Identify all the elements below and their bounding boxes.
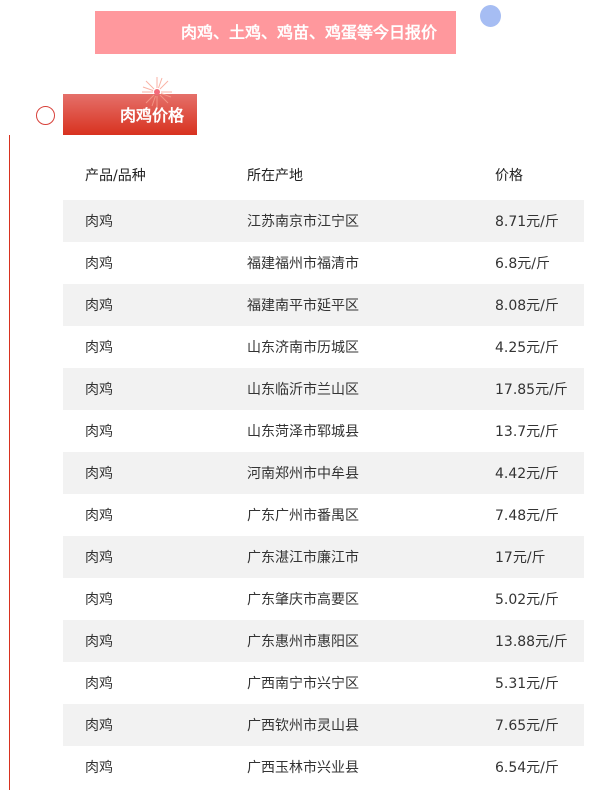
cell-origin: 广西玉林市兴业县 bbox=[247, 760, 359, 776]
table-row: 肉鸡 河南郑州市中牟县 4.42元/斤 bbox=[63, 452, 584, 494]
table-header: 产品/品种 所在产地 价格 bbox=[63, 158, 584, 194]
cell-product: 肉鸡 bbox=[85, 634, 113, 650]
firework-icon bbox=[142, 77, 172, 107]
price-table: 肉鸡 江苏南京市江宁区 8.71元/斤 肉鸡 福建福州市福清市 6.8元/斤 肉鸡 福建南平市… bbox=[63, 200, 584, 788]
cell-price: 5.31元/斤 bbox=[495, 676, 559, 692]
cell-product: 肉鸡 bbox=[85, 340, 113, 356]
cell-price: 7.65元/斤 bbox=[495, 718, 559, 734]
table-row: 肉鸡 广西钦州市灵山县 7.65元/斤 bbox=[63, 704, 584, 746]
table-row: 肉鸡 山东菏泽市郓城县 13.7元/斤 bbox=[63, 410, 584, 452]
cell-origin: 广西南宁市兴宁区 bbox=[247, 676, 359, 692]
cell-price: 8.71元/斤 bbox=[495, 214, 559, 230]
cell-price: 4.42元/斤 bbox=[495, 466, 559, 482]
section-ring-icon bbox=[36, 106, 55, 125]
section-label: 肉鸡价格 bbox=[63, 94, 197, 135]
table-row: 肉鸡 山东济南市历城区 4.25元/斤 bbox=[63, 326, 584, 368]
table-row: 肉鸡 广西南宁市兴宁区 5.31元/斤 bbox=[63, 662, 584, 704]
cell-origin: 山东临沂市兰山区 bbox=[247, 382, 359, 398]
header-origin: 所在产地 bbox=[247, 168, 303, 184]
cell-product: 肉鸡 bbox=[85, 298, 113, 314]
cell-product: 肉鸡 bbox=[85, 760, 113, 776]
table-row: 肉鸡 福建南平市延平区 8.08元/斤 bbox=[63, 284, 584, 326]
cell-origin: 广东惠州市惠阳区 bbox=[247, 634, 359, 650]
cell-origin: 福建南平市延平区 bbox=[247, 298, 359, 314]
cell-product: 肉鸡 bbox=[85, 718, 113, 734]
cell-origin: 福建福州市福清市 bbox=[247, 256, 359, 272]
table-row: 肉鸡 广东惠州市惠阳区 13.88元/斤 bbox=[63, 620, 584, 662]
cell-product: 肉鸡 bbox=[85, 256, 113, 272]
cell-price: 5.02元/斤 bbox=[495, 592, 559, 608]
cell-product: 肉鸡 bbox=[85, 550, 113, 566]
cell-price: 13.88元/斤 bbox=[495, 634, 568, 650]
cell-origin: 山东菏泽市郓城县 bbox=[247, 424, 359, 440]
cell-origin: 广西钦州市灵山县 bbox=[247, 718, 359, 734]
cell-product: 肉鸡 bbox=[85, 382, 113, 398]
cell-origin: 广东肇庆市高要区 bbox=[247, 592, 359, 608]
header-product: 产品/品种 bbox=[85, 168, 146, 184]
decorative-dot bbox=[480, 5, 501, 27]
table-row: 肉鸡 广西玉林市兴业县 6.54元/斤 bbox=[63, 746, 584, 788]
cell-price: 17元/斤 bbox=[495, 550, 546, 566]
cell-price: 8.08元/斤 bbox=[495, 298, 559, 314]
cell-origin: 山东济南市历城区 bbox=[247, 340, 359, 356]
cell-price: 7.48元/斤 bbox=[495, 508, 559, 524]
cell-origin: 河南郑州市中牟县 bbox=[247, 466, 359, 482]
cell-price: 4.25元/斤 bbox=[495, 340, 559, 356]
table-row: 肉鸡 江苏南京市江宁区 8.71元/斤 bbox=[63, 200, 584, 242]
cell-price: 6.8元/斤 bbox=[495, 256, 550, 272]
table-row: 肉鸡 广东肇庆市高要区 5.02元/斤 bbox=[63, 578, 584, 620]
timeline-line bbox=[9, 135, 10, 790]
table-row: 肉鸡 广东广州市番禺区 7.48元/斤 bbox=[63, 494, 584, 536]
cell-origin: 广东广州市番禺区 bbox=[247, 508, 359, 524]
cell-origin: 广东湛江市廉江市 bbox=[247, 550, 359, 566]
cell-price: 13.7元/斤 bbox=[495, 424, 559, 440]
cell-price: 17.85元/斤 bbox=[495, 382, 568, 398]
cell-product: 肉鸡 bbox=[85, 508, 113, 524]
cell-origin: 江苏南京市江宁区 bbox=[247, 214, 359, 230]
page-banner-title: 肉鸡、土鸡、鸡苗、鸡蛋等今日报价 bbox=[95, 11, 456, 54]
header-price: 价格 bbox=[495, 168, 523, 184]
cell-product: 肉鸡 bbox=[85, 214, 113, 230]
table-row: 肉鸡 福建福州市福清市 6.8元/斤 bbox=[63, 242, 584, 284]
cell-price: 6.54元/斤 bbox=[495, 760, 559, 776]
cell-product: 肉鸡 bbox=[85, 466, 113, 482]
table-row: 肉鸡 山东临沂市兰山区 17.85元/斤 bbox=[63, 368, 584, 410]
cell-product: 肉鸡 bbox=[85, 592, 113, 608]
table-row: 肉鸡 广东湛江市廉江市 17元/斤 bbox=[63, 536, 584, 578]
cell-product: 肉鸡 bbox=[85, 424, 113, 440]
cell-product: 肉鸡 bbox=[85, 676, 113, 692]
